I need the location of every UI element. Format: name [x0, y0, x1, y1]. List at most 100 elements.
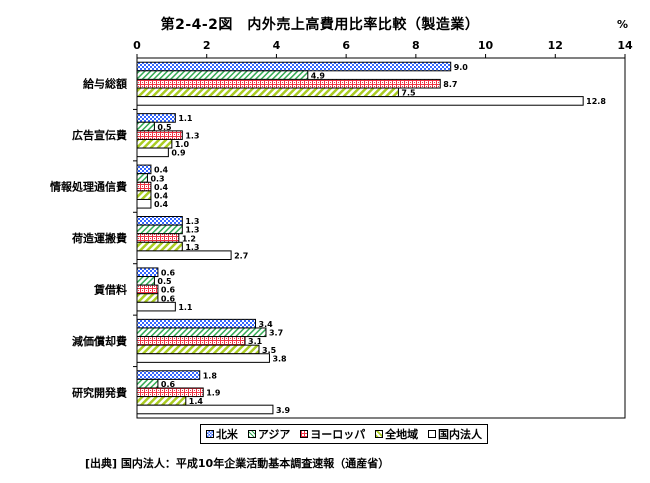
data-label: 0.4: [154, 166, 169, 175]
data-label: 1.1: [178, 114, 193, 123]
data-label: 3.1: [248, 337, 263, 346]
legend: 北米 アジア ヨーロッパ 全地域 国内法人: [200, 424, 488, 444]
bar-国内法人: [136, 147, 169, 158]
source-note: [出典] 国内法人：平成10年企業活動基本調査速報（通産省）: [85, 457, 390, 470]
data-label: 1.2: [182, 234, 196, 243]
x-tick-label: 8: [412, 39, 420, 52]
bar-北米: [136, 318, 257, 329]
legend-swatch: [375, 430, 384, 438]
plot-frame: [136, 57, 626, 419]
bar-ヨーロッパ: [136, 336, 246, 346]
legend-label: アジア: [257, 428, 291, 441]
data-label: 3.5: [262, 346, 277, 355]
legend-label: 全地域: [385, 428, 419, 441]
category-label: 研究開発費: [72, 385, 127, 399]
bar-全地域: [136, 87, 399, 98]
category-label: 荷造運搬費: [71, 231, 127, 245]
x-tick-label: 12: [548, 39, 563, 52]
data-label: 0.3: [150, 174, 164, 183]
bar-アジア: [136, 378, 159, 389]
bar-北米: [136, 113, 176, 123]
bar-国内法人: [136, 250, 232, 260]
legend-swatch: [205, 430, 214, 438]
legend-swatch: [247, 430, 256, 438]
data-label: 1.3: [185, 217, 199, 226]
data-label: 0.5: [157, 277, 172, 286]
bar-ヨーロッパ: [136, 181, 152, 192]
bar-ヨーロッパ: [136, 387, 204, 398]
data-label: 1.3: [185, 131, 199, 140]
bar-北米: [136, 61, 452, 72]
data-label: 9.0: [454, 63, 469, 72]
category-label: 賃借料: [93, 282, 127, 296]
bar-全地域: [136, 396, 187, 406]
data-label: 3.8: [272, 354, 287, 363]
data-label: 8.7: [443, 80, 457, 89]
bar-全地域: [136, 293, 159, 303]
data-label: 7.5: [401, 89, 416, 98]
bar-北米: [136, 164, 152, 175]
bar-アジア: [136, 70, 309, 80]
bar-全地域: [136, 138, 173, 149]
data-label: 1.3: [185, 243, 199, 252]
chart-title: 第2-4-2図 内外売上高費用比率比較（製造業）: [160, 17, 480, 33]
bar-国内法人: [136, 96, 584, 106]
legend-swatch: [300, 430, 309, 438]
bar-全地域: [136, 344, 260, 355]
bar-ヨーロッパ: [136, 78, 441, 89]
legend-item: アジア: [247, 426, 291, 442]
data-label: 4.9: [311, 71, 326, 80]
data-label: 3.4: [259, 320, 274, 329]
bar-北米: [136, 267, 159, 278]
data-label: 0.4: [154, 200, 169, 209]
legend-item: 国内法人: [428, 426, 482, 442]
data-label: 2.7: [234, 252, 248, 261]
bar-国内法人: [136, 301, 176, 312]
legend-label: ヨーロッパ: [310, 428, 366, 441]
legend-item: 北米: [205, 426, 238, 442]
data-label: 0.6: [161, 286, 176, 295]
legend-item: ヨーロッパ: [300, 426, 365, 442]
data-label: 3.9: [276, 406, 291, 415]
bar-アジア: [136, 121, 155, 132]
bar-ヨーロッパ: [136, 130, 183, 140]
data-label: 1.9: [206, 389, 221, 398]
category-label: 情報処理通信費: [50, 180, 127, 194]
data-label: 1.0: [175, 140, 190, 149]
data-label: 0.4: [154, 191, 169, 200]
legend-swatch: [428, 430, 436, 438]
data-label: 1.1: [178, 303, 193, 312]
data-label: 1.4: [189, 397, 204, 406]
data-label: 3.7: [269, 329, 283, 338]
bar-アジア: [136, 276, 155, 286]
x-tick-label: 2: [203, 39, 211, 52]
bar-国内法人: [136, 198, 152, 209]
legend-item: 全地域: [375, 426, 418, 442]
data-label: 1.3: [185, 226, 199, 235]
data-label: 0.6: [161, 380, 176, 389]
legend-label: 北米: [215, 428, 238, 441]
bar-アジア: [136, 224, 183, 235]
data-label: 0.9: [171, 149, 186, 158]
x-tick-label: 10: [478, 39, 494, 52]
bar-アジア: [136, 327, 267, 338]
data-label: 1.8: [203, 371, 218, 380]
data-label: 0.5: [157, 123, 172, 132]
category-label: 給与総額: [83, 77, 127, 91]
unit-label: %: [617, 18, 629, 31]
legend-label: 国内法人: [438, 428, 482, 441]
bar-ヨーロッパ: [136, 233, 180, 243]
data-label: 12.8: [586, 97, 606, 106]
data-label: 0.4: [154, 183, 169, 192]
category-label: 広告宣伝費: [72, 128, 127, 142]
bar-ヨーロッパ: [136, 284, 159, 295]
data-label: 0.6: [161, 294, 176, 303]
x-tick-label: 4: [273, 39, 281, 52]
x-tick-label: 0: [133, 39, 141, 52]
bar-国内法人: [136, 404, 274, 415]
data-label: 0.6: [161, 269, 176, 278]
bar-国内法人: [136, 353, 270, 363]
x-tick-label: 6: [342, 39, 350, 52]
bar-北米: [136, 370, 201, 380]
